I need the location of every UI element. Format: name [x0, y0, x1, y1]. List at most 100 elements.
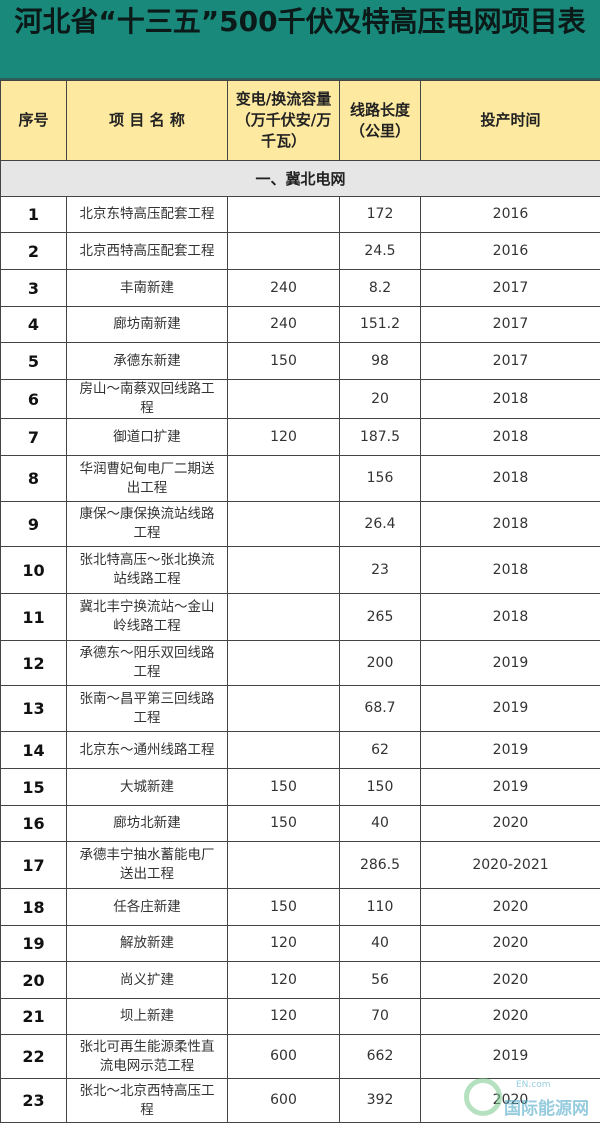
cell-no: 6 — [1, 380, 67, 419]
cell-year: 2020 — [421, 889, 600, 926]
table-title: 河北省“十三五”500千伏及特高压电网项目表 — [0, 0, 600, 80]
cell-year: 2018 — [421, 502, 600, 547]
cell-capacity: 150 — [228, 769, 340, 806]
cell-length: 24.5 — [340, 233, 421, 270]
cell-year: 2018 — [421, 419, 600, 456]
cell-name: 解放新建 — [67, 926, 228, 962]
cell-capacity — [228, 594, 340, 641]
cell-name: 康保～康保换流站线路工程 — [67, 502, 228, 547]
cell-length: 26.4 — [340, 502, 421, 547]
col-header-name: 项 目 名 称 — [67, 81, 228, 161]
cell-length: 98 — [340, 343, 421, 380]
cell-year: 2016 — [421, 233, 600, 270]
col-header-length: 线路长度（公里） — [340, 81, 421, 161]
cell-name: 冀北丰宁换流站～金山岭线路工程 — [67, 594, 228, 641]
cell-no: 3 — [1, 270, 67, 307]
cell-length: 151.2 — [340, 307, 421, 343]
cell-year: 2016 — [421, 197, 600, 233]
header-row: 序号 项 目 名 称 变电/换流容量（万千伏安/万千瓦） 线路长度（公里） 投产… — [1, 81, 600, 161]
cell-capacity: 120 — [228, 962, 340, 999]
cell-no: 16 — [1, 806, 67, 842]
cell-year: 2018 — [421, 456, 600, 502]
cell-length: 40 — [340, 806, 421, 842]
cell-year: 2019 — [421, 732, 600, 769]
cell-name: 北京东～通州线路工程 — [67, 732, 228, 769]
cell-capacity — [228, 502, 340, 547]
cell-name: 廊坊南新建 — [67, 307, 228, 343]
cell-name: 大城新建 — [67, 769, 228, 806]
col-header-capacity: 变电/换流容量（万千伏安/万千瓦） — [228, 81, 340, 161]
cell-name: 张北～北京西特高压工程 — [67, 1079, 228, 1123]
cell-name: 张南～昌平第三回线路工程 — [67, 686, 228, 732]
cell-no: 7 — [1, 419, 67, 456]
cell-name: 房山～南蔡双回线路工程 — [67, 380, 228, 419]
cell-name: 御道口扩建 — [67, 419, 228, 456]
cell-capacity: 120 — [228, 999, 340, 1035]
cell-name: 坝上新建 — [67, 999, 228, 1035]
cell-capacity — [228, 233, 340, 270]
cell-length: 23 — [340, 547, 421, 594]
cell-year: 2020 — [421, 806, 600, 842]
cell-capacity — [228, 842, 340, 889]
cell-no: 15 — [1, 769, 67, 806]
cell-year: 2017 — [421, 307, 600, 343]
cell-name: 北京东特高压配套工程 — [67, 197, 228, 233]
cell-no: 21 — [1, 999, 67, 1035]
cell-no: 14 — [1, 732, 67, 769]
cell-name: 张北可再生能源柔性直流电网示范工程 — [67, 1035, 228, 1079]
cell-length: 40 — [340, 926, 421, 962]
cell-no: 18 — [1, 889, 67, 926]
col-header-year: 投产时间 — [421, 81, 600, 161]
cell-length: 172 — [340, 197, 421, 233]
cell-capacity: 150 — [228, 343, 340, 380]
cell-no: 19 — [1, 926, 67, 962]
cell-no: 9 — [1, 502, 67, 547]
cell-length: 156 — [340, 456, 421, 502]
cell-year: 2020 — [421, 962, 600, 999]
cell-name: 承德东～阳乐双回线路工程 — [67, 641, 228, 686]
cell-name: 任各庄新建 — [67, 889, 228, 926]
cell-year: 2019 — [421, 641, 600, 686]
cell-length: 200 — [340, 641, 421, 686]
cell-no: 5 — [1, 343, 67, 380]
cell-no: 10 — [1, 547, 67, 594]
cell-length: 286.5 — [340, 842, 421, 889]
cell-length: 20 — [340, 380, 421, 419]
cell-length: 187.5 — [340, 419, 421, 456]
cell-year: 2020 — [421, 999, 600, 1035]
cell-year: 2017 — [421, 270, 600, 307]
cell-year: 2018 — [421, 380, 600, 419]
cell-name: 张北特高压～张北换流站线路工程 — [67, 547, 228, 594]
cell-no: 13 — [1, 686, 67, 732]
cell-name: 承德丰宁抽水蓄能电厂送出工程 — [67, 842, 228, 889]
cell-capacity — [228, 456, 340, 502]
cell-no: 20 — [1, 962, 67, 999]
section-title: 一、冀北电网 — [1, 161, 600, 197]
cell-length: 68.7 — [340, 686, 421, 732]
cell-year: 2017 — [421, 343, 600, 380]
cell-no: 17 — [1, 842, 67, 889]
cell-year: 2018 — [421, 594, 600, 641]
cell-name: 华润曹妃甸电厂二期送出工程 — [67, 456, 228, 502]
cell-capacity: 120 — [228, 419, 340, 456]
cell-capacity: 600 — [228, 1079, 340, 1123]
cell-year: 2019 — [421, 686, 600, 732]
cell-length: 110 — [340, 889, 421, 926]
